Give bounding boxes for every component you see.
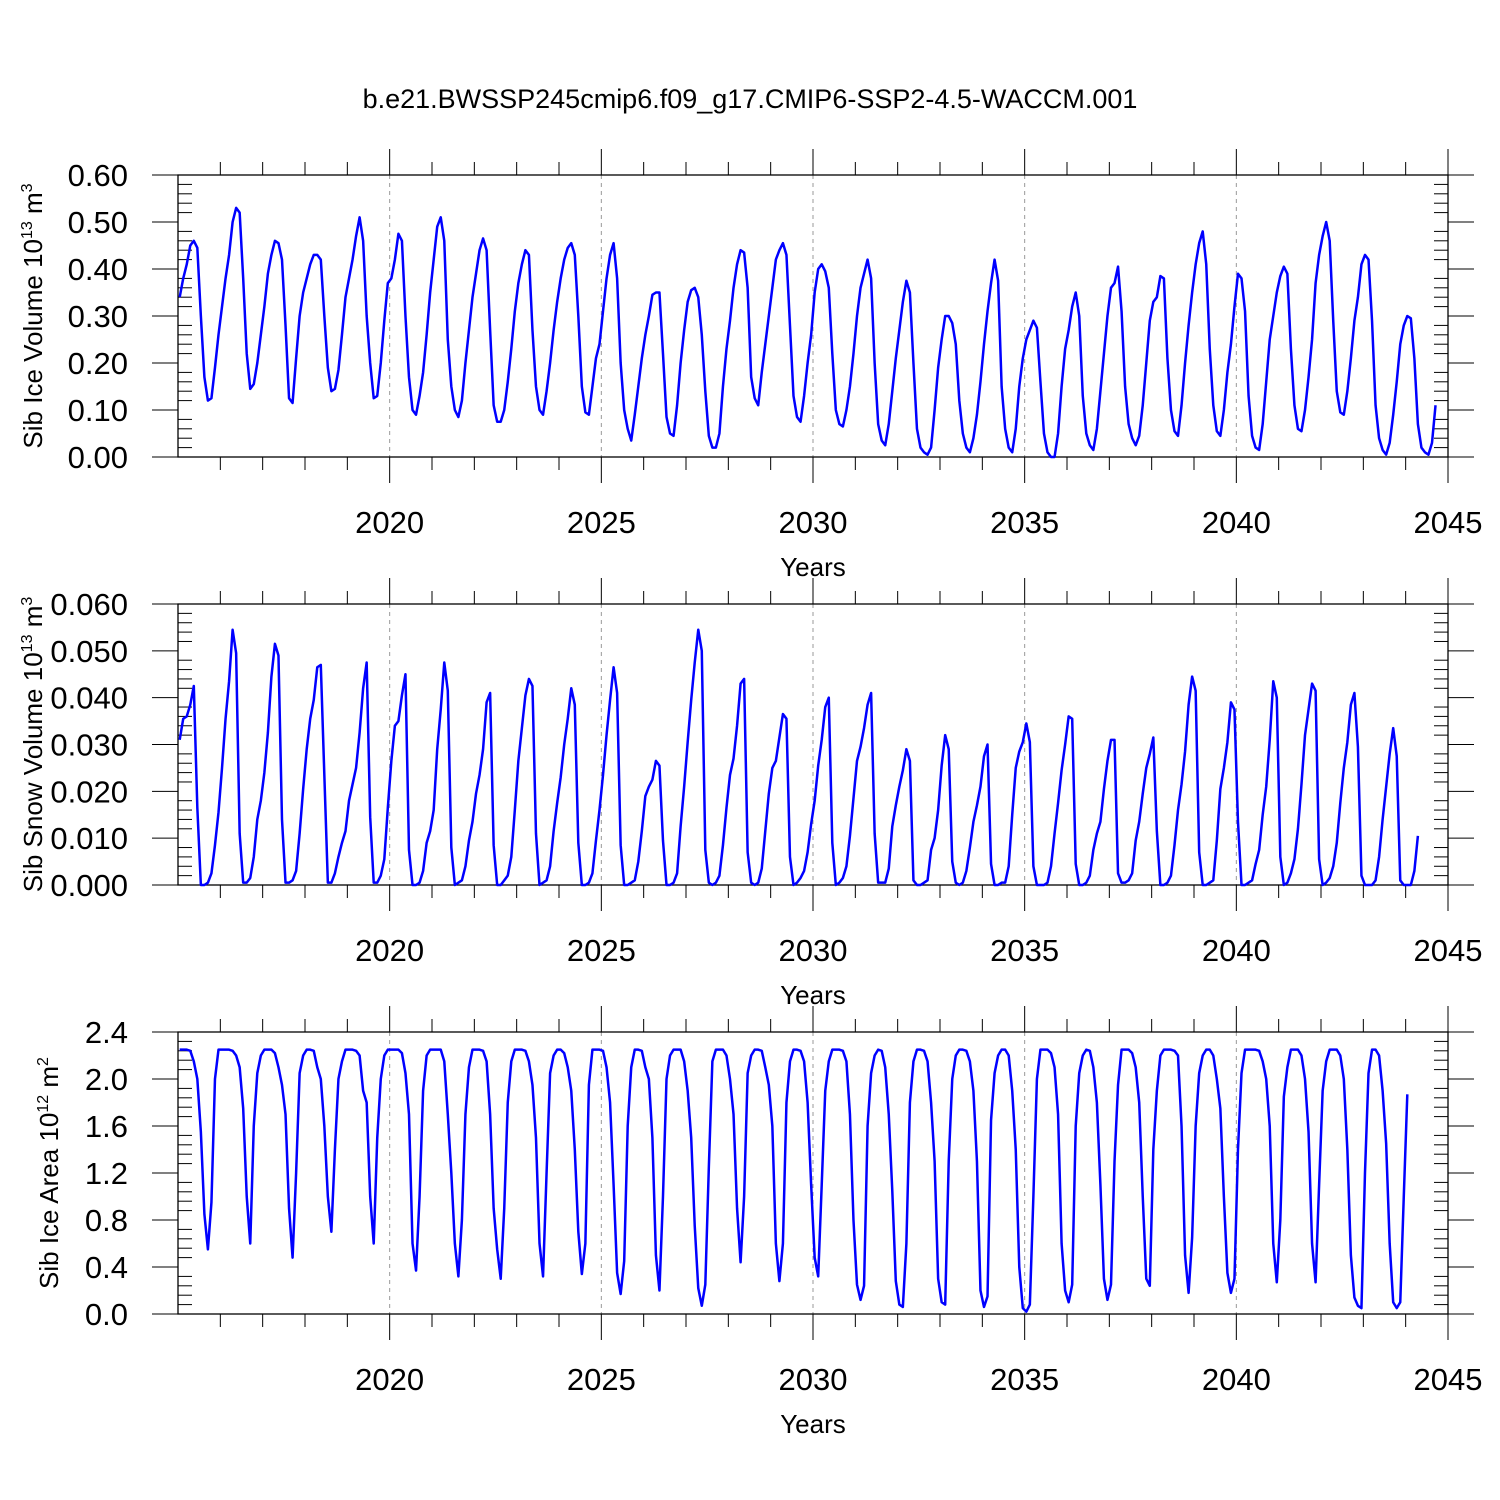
y-tick-label: 0.8 — [85, 1203, 128, 1238]
x-tick-label: 2025 — [567, 1362, 636, 1397]
y-tick-label: 0.020 — [50, 774, 128, 809]
y-tick-label: 0.60 — [68, 158, 128, 193]
series-line — [178, 206, 1437, 459]
x-tick-label: 2035 — [990, 505, 1059, 540]
x-tick-label: 2020 — [355, 1362, 424, 1397]
y-tick-label: 0.4 — [85, 1250, 128, 1285]
x-tick-label: 2020 — [355, 933, 424, 968]
y-tick-label: 0.060 — [50, 587, 128, 622]
x-tick-label: 2025 — [567, 505, 636, 540]
x-tick-label: 2045 — [1414, 1362, 1483, 1397]
y-tick-label: 0.010 — [50, 821, 128, 856]
y-tick-label: 0.0 — [85, 1297, 128, 1332]
y-tick-label: 0.10 — [68, 393, 128, 428]
series-line — [179, 1048, 1409, 1313]
x-tick-label: 2020 — [355, 505, 424, 540]
x-tick-label: 2035 — [990, 933, 1059, 968]
y-tick-label: 0.00 — [68, 440, 128, 475]
x-tick-label: 2045 — [1414, 505, 1483, 540]
y-tick-label: 0.40 — [68, 252, 128, 287]
y-tick-label: 0.50 — [68, 205, 128, 240]
x-tick-label: 2035 — [990, 1362, 1059, 1397]
x-tick-label: 2045 — [1414, 933, 1483, 968]
y-tick-label: 0.30 — [68, 299, 128, 334]
y-tick-label: 1.6 — [85, 1109, 128, 1144]
figure-title: b.e21.BWSSP245cmip6.f09_g17.CMIP6-SSP2-4… — [362, 84, 1138, 114]
x-tick-label: 2025 — [567, 933, 636, 968]
y-tick-label: 0.050 — [50, 634, 128, 669]
y-axis-label: Sib Ice Area 1012 m2 — [34, 1057, 64, 1289]
x-tick-label: 2040 — [1202, 505, 1271, 540]
y-axis-label: Sib Ice Volume 1013 m3 — [18, 183, 48, 448]
y-tick-label: 0.030 — [50, 728, 128, 763]
panel-1: 0.00 0.10 0.20 0.30 0.40 0.50 0.60 2020 2025 2030… — [18, 149, 1482, 582]
x-axis-label: Years — [780, 1409, 846, 1439]
x-tick-label: 2030 — [779, 933, 848, 968]
x-axis-label: Years — [780, 552, 846, 582]
y-tick-label: 2.0 — [85, 1062, 128, 1097]
panel-2: 0.000 0.010 0.020 0.030 0.040 0.050 0.060 2020 2… — [18, 578, 1482, 1010]
x-tick-label: 2030 — [779, 1362, 848, 1397]
x-tick-label: 2030 — [779, 505, 848, 540]
y-tick-label: 0.000 — [50, 868, 128, 903]
y-tick-label: 1.2 — [85, 1156, 128, 1191]
x-tick-label: 2040 — [1202, 1362, 1271, 1397]
y-tick-label: 2.4 — [85, 1015, 128, 1050]
y-axis-label: Sib Snow Volume 1013 m3 — [18, 597, 48, 893]
panel-3: 0.0 0.4 0.8 1.2 1.6 2.0 2.4 2020 2025 2030 2035 204… — [34, 1006, 1482, 1439]
y-tick-label: 0.040 — [50, 681, 128, 716]
x-tick-label: 2040 — [1202, 933, 1271, 968]
x-axis-label: Years — [780, 980, 846, 1010]
series-line — [178, 628, 1420, 887]
y-tick-label: 0.20 — [68, 346, 128, 381]
